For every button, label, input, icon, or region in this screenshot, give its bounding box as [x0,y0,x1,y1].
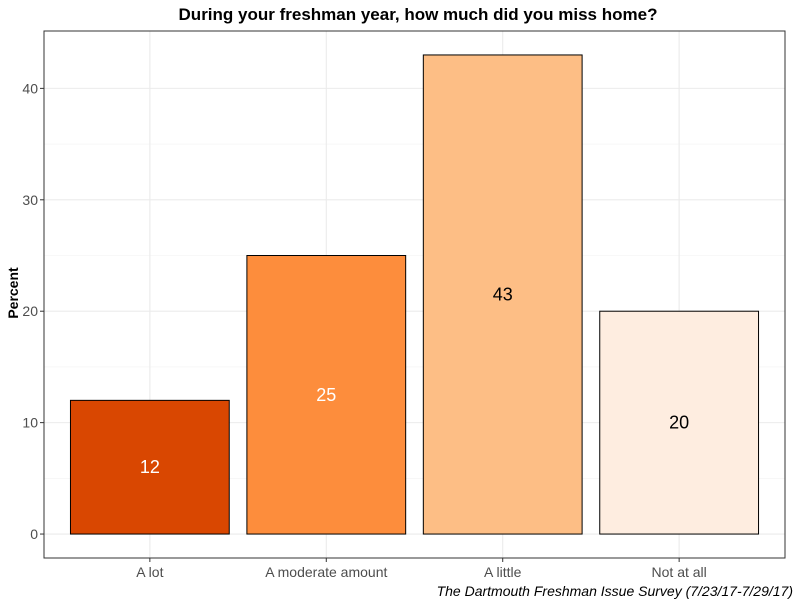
x-tick-label: Not at all [652,564,707,580]
bar-value-label: 12 [140,457,160,477]
y-tick-label: 40 [22,80,38,96]
bar [69,399,230,535]
bar [599,310,760,535]
x-tick-label: A moderate amount [265,564,387,580]
y-tick-label: 30 [22,192,38,208]
bar-value-label: 43 [493,285,513,305]
chart-title: During your freshman year, how much did … [179,5,658,24]
bar-value-label: 25 [316,385,336,405]
bar-value-label: 20 [669,413,689,433]
x-tick-label: A lot [136,564,163,580]
bar [246,255,407,535]
y-axis-label: Percent [5,267,21,319]
y-tick-label: 0 [30,526,38,542]
data-labels-group: 12 25 43 20 [140,285,689,478]
y-tick-label: 10 [22,415,38,431]
chart-caption: The Dartmouth Freshman Issue Survey (7/2… [437,583,793,599]
plot-border [43,30,786,559]
x-axis: A lot A moderate amount A little Not at all [136,558,707,580]
bar [422,54,583,535]
bars-group [69,54,760,535]
x-tick-label: A little [484,564,522,580]
y-tick-label: 20 [22,303,38,319]
y-axis: 0 10 20 30 40 [22,80,44,542]
